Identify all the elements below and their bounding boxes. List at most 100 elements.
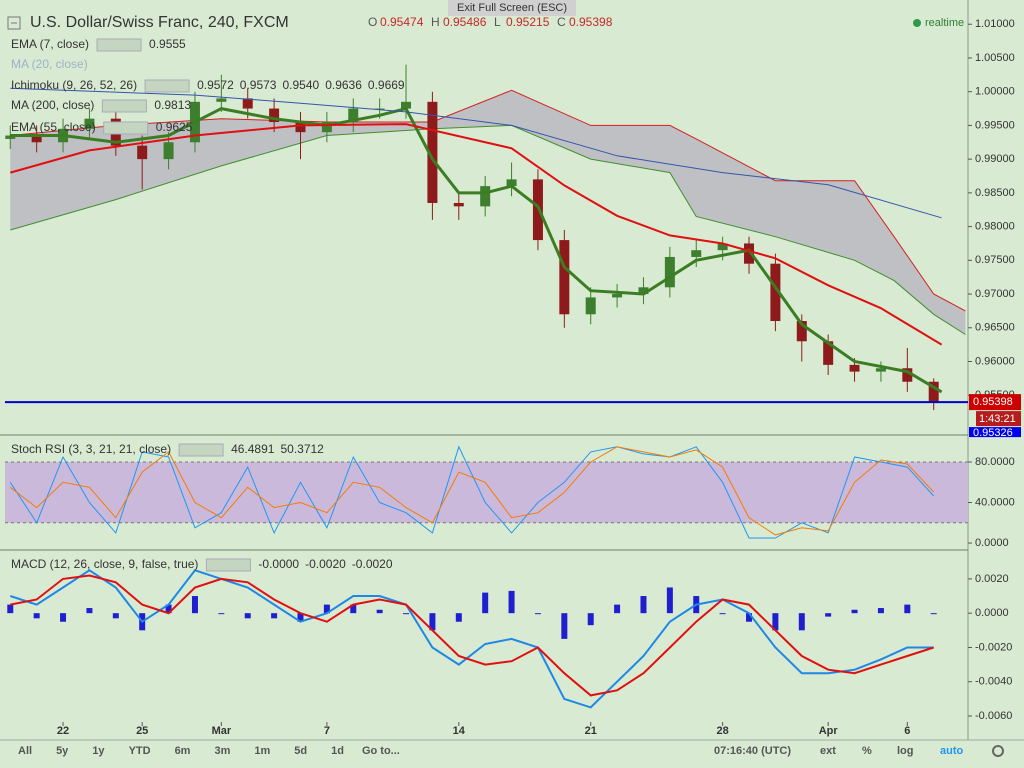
y-tick-label: 0.99000 <box>975 153 1015 165</box>
legend-name[interactable]: Ichimoku (9, 26, 52, 26) <box>11 78 137 92</box>
candle-body <box>242 98 253 109</box>
y-tick-label: 0.0000 <box>975 537 1009 549</box>
exit-fullscreen[interactable]: Exit Full Screen (ESC) <box>457 2 567 14</box>
legend-value: 0.9669 <box>368 78 405 92</box>
histogram-bar <box>271 613 278 619</box>
y-tick-label: 0.0000 <box>975 607 1009 619</box>
candle-body <box>348 108 359 123</box>
x-tick-label: 14 <box>453 725 466 737</box>
histogram-bar <box>455 613 462 622</box>
settings-icon[interactable] <box>992 745 1004 757</box>
x-tick-label: 22 <box>57 725 69 737</box>
x-tick-label: 25 <box>136 725 148 737</box>
legend-value: 0.9572 <box>197 78 234 92</box>
candle-body <box>902 368 913 382</box>
histogram-bar <box>930 613 937 615</box>
range-button[interactable]: All <box>18 745 32 757</box>
legend-icons[interactable] <box>96 38 142 52</box>
y-tick-label: 0.96500 <box>975 322 1015 334</box>
clock: 07:16:40 (UTC) <box>714 745 791 757</box>
y-tick-label: -0.0060 <box>975 710 1012 722</box>
ohlc-value: 0.95474 <box>380 15 424 29</box>
x-tick-label: 28 <box>717 725 729 737</box>
candle-body <box>744 243 755 264</box>
legend-name[interactable]: EMA (55, close) <box>11 120 96 134</box>
ohlc-value: 0.95398 <box>569 15 613 29</box>
chart-title: U.S. Dollar/Swiss Franc, 240, FXCM <box>30 14 289 31</box>
ohlc-key: H <box>431 15 440 29</box>
legend-name[interactable]: MACD (12, 26, close, 9, false, true) <box>11 557 198 571</box>
legend-icons[interactable] <box>178 443 224 457</box>
range-button[interactable]: 5y <box>56 745 69 757</box>
histogram-bar <box>719 613 726 615</box>
legend-name[interactable]: Stoch RSI (3, 3, 21, 21, close) <box>11 442 171 456</box>
range-button[interactable]: 3m <box>214 745 230 757</box>
x-tick-label: 6 <box>904 725 910 737</box>
x-tick-label: 7 <box>324 725 330 737</box>
exit-fullscreen-box[interactable] <box>448 0 576 16</box>
y-tick-label: -0.0020 <box>975 641 1012 653</box>
candle-body <box>374 108 385 110</box>
candle-body <box>875 368 886 372</box>
candle-body <box>691 250 702 257</box>
histogram-bar <box>112 613 119 619</box>
legend-icons[interactable] <box>205 558 251 572</box>
legend-value: 50.3712 <box>280 442 324 456</box>
realtime-dot <box>913 19 921 27</box>
y-tick-label: 0.98500 <box>975 187 1015 199</box>
histogram-bar <box>640 596 647 614</box>
option-button[interactable]: % <box>862 745 872 757</box>
y-tick-label: 0.0020 <box>975 573 1009 585</box>
histogram-bar <box>218 613 225 615</box>
histogram-bar <box>482 592 489 614</box>
candle-body <box>453 202 464 207</box>
macd-line <box>9 569 934 709</box>
option-button[interactable]: ext <box>820 745 836 757</box>
histogram-bar <box>508 590 515 614</box>
ohlc-value: 0.95486 <box>443 15 487 29</box>
ohlc-key: O <box>368 15 377 29</box>
y-tick-label: 0.97000 <box>975 288 1015 300</box>
candle-body <box>321 122 332 133</box>
legend-name[interactable]: EMA (7, close) <box>11 37 89 51</box>
legend-icons[interactable] <box>144 79 190 93</box>
legend-name[interactable]: MA (200, close) <box>11 98 94 112</box>
histogram-bar <box>403 613 410 615</box>
collapse-icon[interactable] <box>7 16 21 30</box>
range-button[interactable]: YTD <box>129 745 151 757</box>
y-tick-label: 40.0000 <box>975 496 1015 508</box>
range-button[interactable]: 5d <box>294 745 307 757</box>
histogram-bar <box>350 604 357 614</box>
option-button[interactable]: auto <box>940 745 964 757</box>
legend-value: 0.9813 <box>154 98 191 112</box>
option-button[interactable]: log <box>897 745 914 757</box>
histogram-bar <box>798 613 805 631</box>
cloud-fill <box>10 90 966 335</box>
legend-icons[interactable] <box>101 99 147 113</box>
x-tick-label: Mar <box>212 725 232 737</box>
y-tick-label: 0.99500 <box>975 119 1015 131</box>
legend-value: 0.9573 <box>240 78 277 92</box>
range-button[interactable]: 6m <box>175 745 191 757</box>
legend-value: -0.0020 <box>305 557 346 571</box>
histogram-bar <box>904 604 911 614</box>
y-tick-label: 1.01000 <box>975 18 1015 30</box>
histogram-bar <box>191 596 198 614</box>
hidden-indicator[interactable]: MA (20, close) <box>11 57 88 71</box>
goto-button[interactable]: Go to... <box>362 745 400 757</box>
candle-body <box>295 122 306 133</box>
candle-body <box>427 101 438 203</box>
range-button[interactable]: 1y <box>92 745 105 757</box>
histogram-bar <box>297 613 304 622</box>
candle-body <box>480 186 491 207</box>
range-button[interactable]: 1m <box>254 745 270 757</box>
band <box>5 462 968 523</box>
histogram-bar <box>561 613 568 639</box>
range-button[interactable]: 1d <box>331 745 344 757</box>
ohlc-key: C <box>557 15 566 29</box>
legend-icons[interactable] <box>103 121 149 135</box>
histogram-bar <box>376 609 383 614</box>
oscillator-line <box>9 445 935 539</box>
ohlc-value: 0.95215 <box>506 15 550 29</box>
candle-body <box>796 321 807 342</box>
